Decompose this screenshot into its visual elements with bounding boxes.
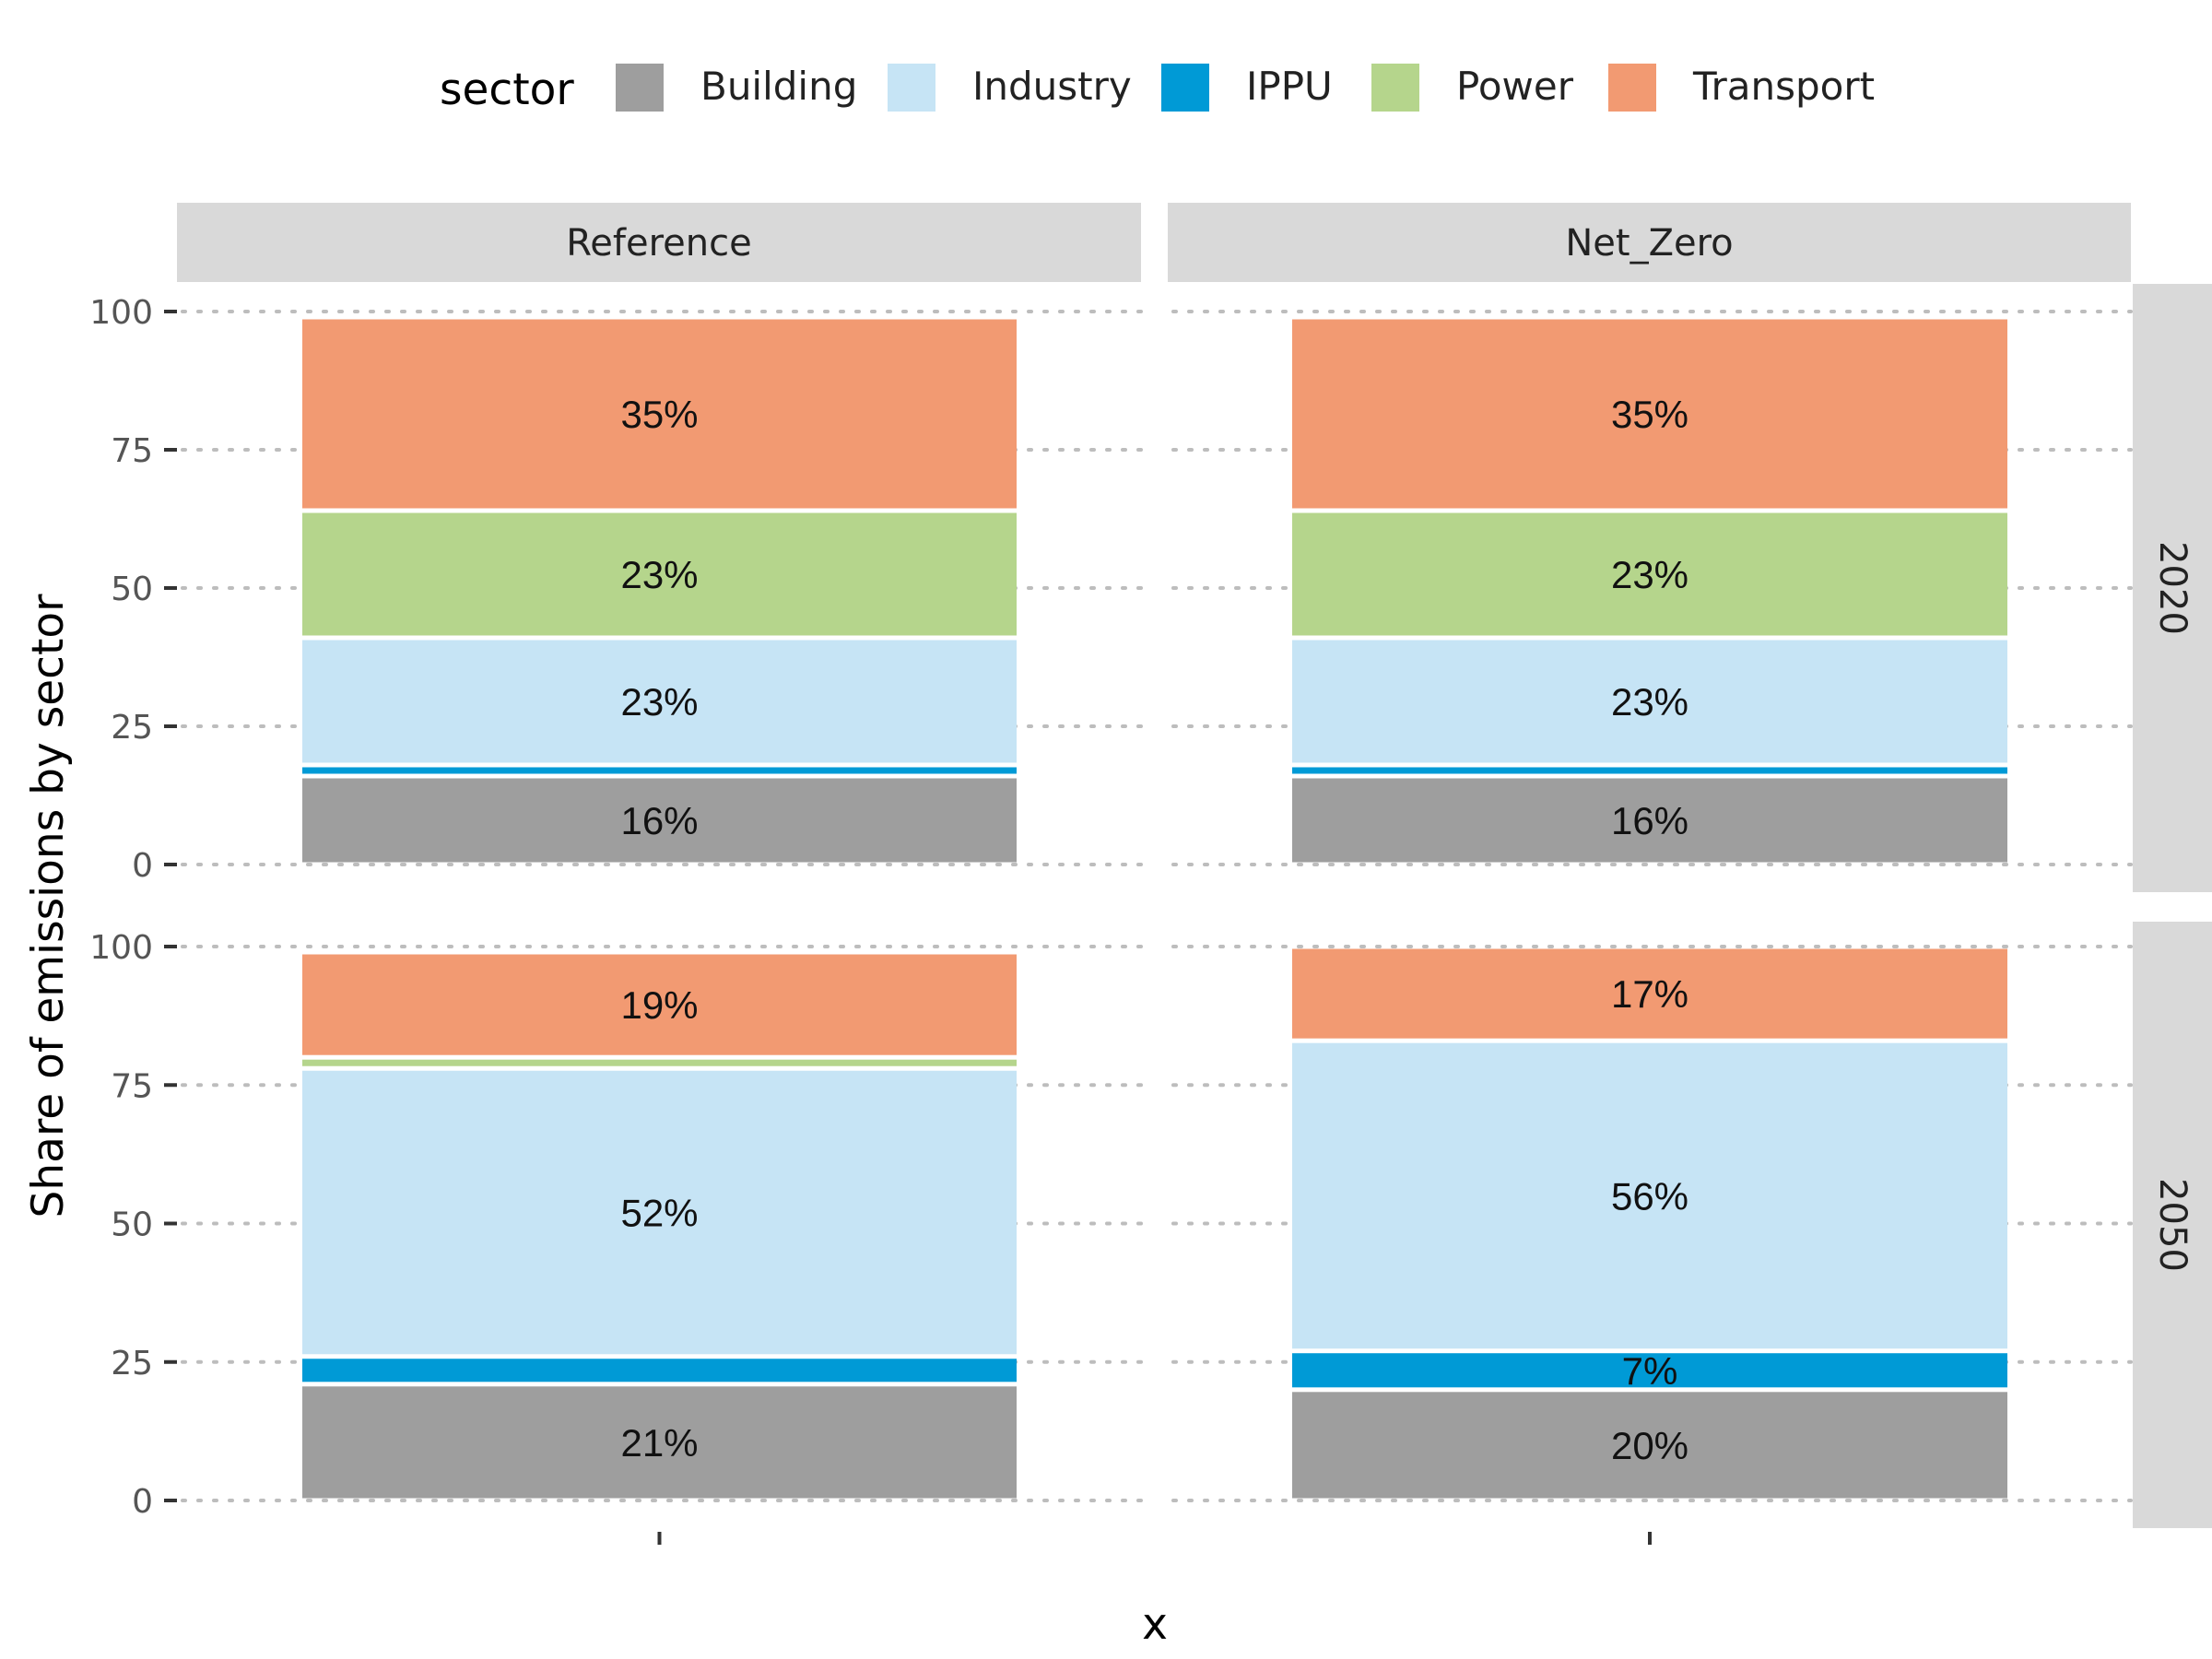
bar-segment-industry [302,640,1017,763]
y-tick-label: 75 [111,1067,153,1105]
y-tick-label: 25 [111,709,153,747]
bar-segment-industry [1292,640,2007,763]
column-strip-net_zero [1168,203,2131,282]
data-label-building: 16% [620,799,698,842]
data-label-transport: 35% [620,393,698,436]
y-tick-label: 50 [111,571,153,608]
bar-segment-building [1292,778,2007,863]
bar-segment-industry [1292,1042,2007,1349]
y-tick-label: 25 [111,1345,153,1382]
data-label-transport: 17% [1611,972,1688,1016]
column-strip-label: Net_Zero [1565,222,1733,265]
bar-segment-ippu [1292,1353,2007,1388]
legend-label-transport: Transport [1692,64,1875,109]
data-label-building: 16% [1611,799,1688,842]
facet-strips: Reference Net_Zero 2020 2050 [177,203,2212,1528]
legend-key-transport [1608,64,1656,112]
bar-segment-ippu [302,767,1017,774]
legend-key-ippu [1161,64,1209,112]
bar-stacks: 16% 23% 23% 35% 16% 23% 23% 35% 21% 52% 19% 20% 7% 56… [302,319,2007,1499]
y-tick-label: 100 [89,929,153,967]
column-strip-label: Reference [566,222,751,265]
axes: 0 25 50 75 100 0 25 50 75 100 [89,294,1652,1545]
y-tick-label: 75 [111,432,153,470]
data-label-industry: 23% [1611,680,1688,724]
bar-segment-transport [302,954,1017,1055]
bar-segment-transport [302,319,1017,509]
legend-label-building: Building [700,64,857,109]
bar-segment-transport [1292,319,2007,509]
row-strip-label: 2050 [2151,1178,2194,1272]
legend-key-building [616,64,664,112]
bar-segment-power [302,512,1017,636]
y-tick-label: 50 [111,1206,153,1244]
bar-segment-power [302,1059,1017,1066]
row-strip-2050 [2133,922,2212,1528]
legend: sector Building Industry IPPU Power Transport [440,64,1875,115]
data-label-building: 20% [1611,1424,1688,1467]
y-tick-label: 100 [89,294,153,332]
bar-segment-building [302,1386,1017,1499]
bar-segment-industry [302,1070,1017,1355]
legend-label-industry: Industry [972,64,1132,109]
bar-segment-transport [1292,948,2007,1039]
y-tick-label: 0 [132,1483,153,1521]
data-label-transport: 35% [1611,393,1688,436]
data-label-industry: 56% [1611,1174,1688,1218]
bar-segment-ippu [302,1359,1017,1382]
data-label-transport: 19% [620,983,698,1027]
data-label-industry: 52% [620,1191,698,1234]
legend-title: sector [440,65,574,115]
data-label-building: 21% [620,1421,698,1465]
bar-segment-power [1292,512,2007,636]
legend-label-ippu: IPPU [1246,64,1333,109]
bar-segment-ippu [1292,767,2007,774]
data-label-ippu: 7% [1622,1349,1678,1393]
x-axis-title: x [1142,1599,1168,1650]
row-strip-2020 [2133,284,2212,892]
bar-segment-building [1292,1392,2007,1499]
y-axis-title: Share of emissions by sector [23,594,74,1218]
y-tick-label: 0 [132,847,153,885]
data-label-industry: 23% [620,680,698,724]
legend-key-industry [888,64,935,112]
column-strip-reference [177,203,1141,282]
legend-key-power [1371,64,1419,112]
row-strip-label: 2020 [2151,541,2194,635]
data-label-power: 23% [1611,553,1688,596]
legend-label-power: Power [1456,64,1574,109]
data-label-power: 23% [620,553,698,596]
bar-segment-building [302,778,1017,863]
